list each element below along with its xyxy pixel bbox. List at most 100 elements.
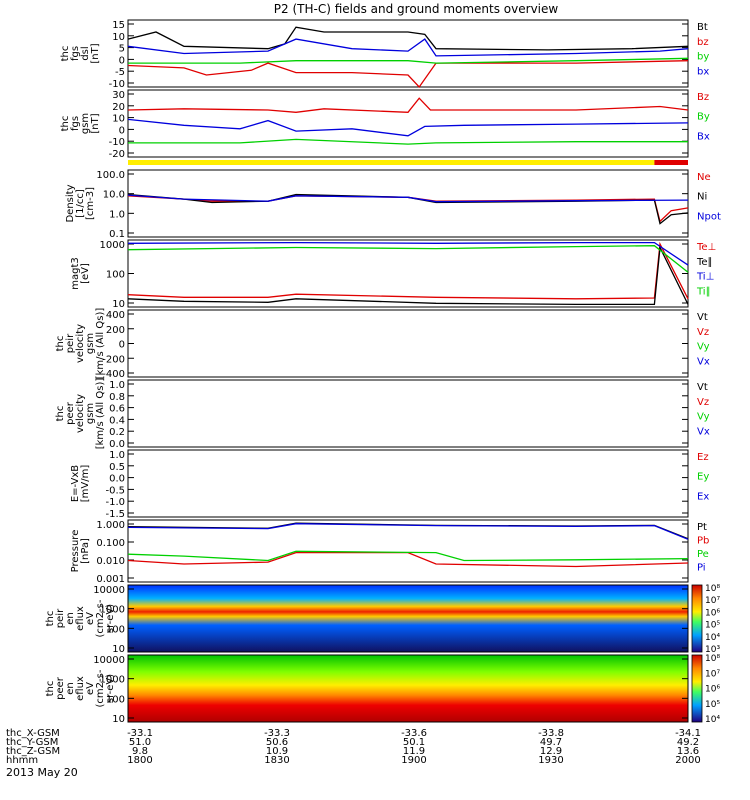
x-row-value: 1830 xyxy=(264,755,289,766)
legend-entry: Ne xyxy=(697,172,711,183)
x-row-value: 1930 xyxy=(538,755,563,766)
legend-entry: Npot xyxy=(697,211,721,222)
panel-density: 100.0 10.0 1.0 0.1 Density[1/cc][cm-3] Ne Ni Np… xyxy=(65,169,721,240)
x-row-value: 49.2 xyxy=(677,737,699,748)
y-axis-label: thcpeirvelocitygsm[km/s (All Qs)] xyxy=(55,308,106,380)
x-row-label: thc_X-GSM xyxy=(6,728,60,739)
x-row-value: -33.6 xyxy=(401,728,427,739)
y-tick-label: 0.4 xyxy=(109,415,125,426)
colorbar-label: 10⁷ xyxy=(705,669,720,679)
y-tick-label: -10 xyxy=(109,79,125,90)
legend-entry: Vx xyxy=(697,356,710,367)
y-tick-label: -0.5 xyxy=(105,485,125,496)
x-row-value: 1800 xyxy=(127,755,152,766)
x-row-label: thc_Z-GSM xyxy=(6,746,60,757)
x-row-label: hhmm xyxy=(6,755,38,766)
series-Ti⊥ xyxy=(127,241,689,266)
panel-frame xyxy=(127,19,689,88)
series-Bz xyxy=(127,97,689,113)
colorbar-label: 10⁵ xyxy=(705,700,720,710)
y-tick-label: 30 xyxy=(112,90,125,101)
y-tick-label: -200 xyxy=(102,354,125,365)
legend-entry: bx xyxy=(697,66,709,77)
y-axis-label: thcpeerenefluxeV(cm2-s-sr-eV) xyxy=(45,669,116,707)
y-tick-label: 0.5 xyxy=(109,462,125,473)
panel-peer_velocity: 1.00.80.60.40.20.0thcpeervelocitygsm[km/… xyxy=(55,378,710,450)
legend-entry: Ni xyxy=(697,192,707,203)
legend-entry: Pe xyxy=(697,549,709,560)
legend-entry: Vy xyxy=(697,412,710,423)
colorbar-label: 10⁸ xyxy=(705,584,720,594)
series-Npot xyxy=(127,194,689,203)
y-tick-label: 10 xyxy=(112,114,125,125)
y-tick-label: 0.010 xyxy=(96,556,125,567)
legend-entry: Ex xyxy=(697,491,709,502)
y-axis-label: magt3[eV] xyxy=(70,257,91,290)
x-row-value: -33.8 xyxy=(538,728,564,739)
y-tick-label: -400 xyxy=(102,369,125,380)
series-Te⊥ xyxy=(127,241,689,300)
y-tick-label: 100 xyxy=(106,270,125,281)
series-By xyxy=(128,138,688,145)
x-row-value: 11.9 xyxy=(403,746,425,757)
series-by xyxy=(128,57,689,64)
legend-entry: Bz xyxy=(697,92,709,103)
y-axis-label: thcfgsgsm[nT] xyxy=(60,113,101,134)
y-tick-label: 1000 xyxy=(100,240,125,251)
legend-entry: Vz xyxy=(697,327,709,338)
y-tick-label: 0.1 xyxy=(109,229,125,240)
legend-entry: Vy xyxy=(697,342,710,353)
panel-pressure: 1.000 0.100 0.010 0.001 Pressure[nPa] Pt Pb Pe P… xyxy=(70,519,709,585)
legend-entry: Ez xyxy=(697,452,709,463)
y-tick-label: 10 xyxy=(112,714,125,725)
series-Pe xyxy=(127,550,689,562)
panel-temperature: 1000 100 10 magt3[eV] Te⊥ Te∥ Ti⊥ Ti∥ xyxy=(70,239,716,310)
series-Bx xyxy=(127,118,689,137)
legend-entry: By xyxy=(697,112,710,123)
x-row-value: 49.7 xyxy=(540,737,562,748)
y-tick-label: 10 xyxy=(112,644,125,655)
y-axis-label: Pressure[nPa] xyxy=(70,530,91,573)
legend-entry: Ti⊥ xyxy=(696,272,714,283)
legend-entry: Te∥ xyxy=(696,257,713,268)
x-row-value: 12.9 xyxy=(540,746,562,757)
x-row-value: 10.9 xyxy=(266,746,288,757)
x-row-value: 2000 xyxy=(675,755,700,766)
x-axis-group: thc_X-GSM -33.1 -33.3 -33.6 -33.8 -34.1 thc_Y-… xyxy=(6,728,701,766)
y-tick-label: -5 xyxy=(115,67,125,78)
panel-frame xyxy=(127,309,689,378)
x-row-value: 51.0 xyxy=(129,737,151,748)
legend-entry: Pt xyxy=(697,522,707,533)
y-tick-label: 10.0 xyxy=(103,190,125,201)
legend-entry: Bt xyxy=(697,22,708,33)
panel-peer_spectrogram: 10⁸ 10⁷ 10⁶ 10⁵ 10⁴ 10000 1000 100 10 thcpeerenef… xyxy=(45,654,720,725)
y-tick-label: 0.8 xyxy=(109,392,125,403)
legend-entry: Vx xyxy=(697,426,710,437)
panels-group: 151050-5-10thcfgsdsl[nT]Btbzbybx3020100-… xyxy=(45,19,721,725)
series-bz xyxy=(127,60,689,89)
series-Bt xyxy=(127,26,689,51)
colorbar-label: 10⁴ xyxy=(705,715,720,725)
y-tick-label: 0.0 xyxy=(109,439,125,450)
x-row-value: 9.8 xyxy=(132,746,148,757)
y-tick-label: 0 xyxy=(119,55,125,66)
date-label: 2013 May 20 xyxy=(6,766,78,779)
y-axis-label: thcpeervelocitygsm[km/s (All Qs)] xyxy=(55,378,106,450)
y-tick-label: 100.0 xyxy=(96,170,125,181)
y-tick-label: 1.0 xyxy=(109,380,125,391)
y-tick-label: 5 xyxy=(119,44,125,55)
colorbar xyxy=(691,584,703,653)
quality-bar-flag xyxy=(654,160,688,165)
legend-entry: Pi xyxy=(697,563,706,574)
legend-entry: Ey xyxy=(697,472,709,483)
legend-entry: Vz xyxy=(697,397,709,408)
x-row-value: -33.1 xyxy=(127,728,153,739)
legend-entry: Bx xyxy=(697,131,710,142)
figure-title: P2 (TH-C) fields and ground moments over… xyxy=(274,2,559,16)
y-tick-label: 10000 xyxy=(93,655,125,666)
series-Ti∥ xyxy=(127,245,689,273)
y-tick-label: -20 xyxy=(109,149,125,160)
y-tick-label: 20 xyxy=(112,102,125,113)
y-tick-label: 0.0 xyxy=(109,474,125,485)
